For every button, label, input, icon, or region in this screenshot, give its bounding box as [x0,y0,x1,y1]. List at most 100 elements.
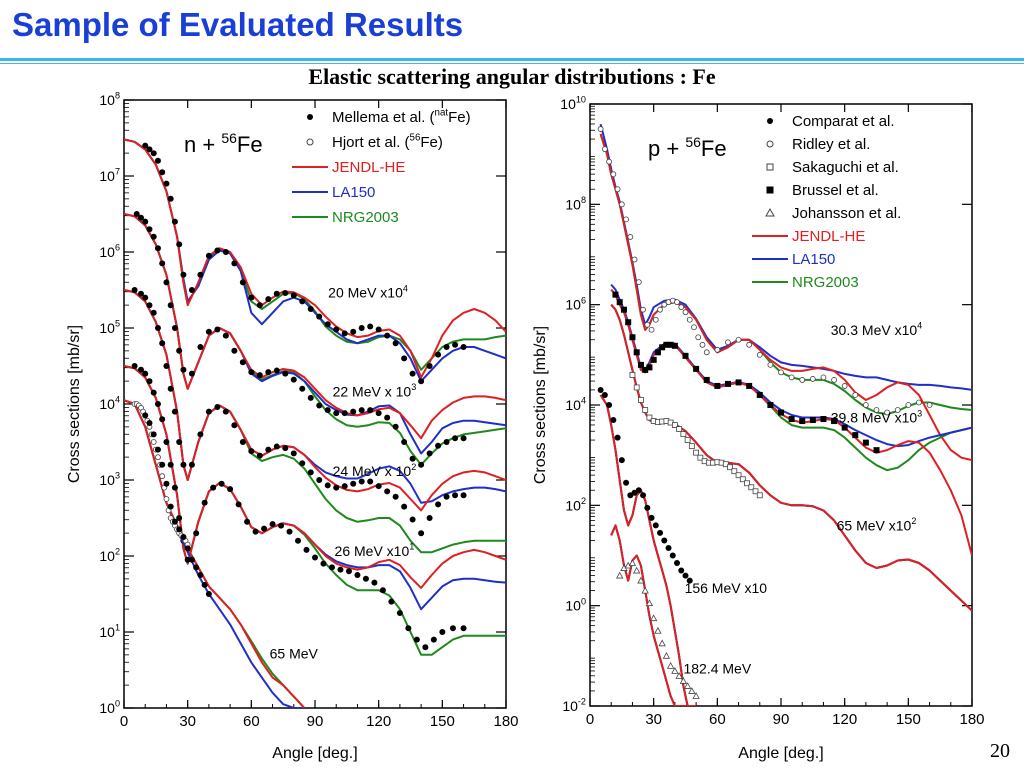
data-point-filled [180,366,187,373]
data-point-filled [341,483,348,490]
data-point-filled [273,367,280,374]
y-tick-label: 104 [99,395,120,412]
data-point-filled [171,408,178,415]
data-point-filled [418,461,425,468]
data-point-filled [756,391,763,398]
x-tick-label: 0 [586,711,594,728]
data-point-filled [341,330,348,337]
data-point-filled [197,271,204,278]
data-point-filled [665,544,672,551]
legend-label: Hjort et al. (56Fe) [332,132,443,151]
reaction-label: p + 56Fe [648,134,727,161]
data-point-filled [167,302,174,309]
data-point-filled [667,341,674,348]
legend-label: LA150 [332,184,375,201]
curve-label: 156 MeV x10 [685,580,768,596]
data-point-filled [623,479,630,486]
data-point-filled [358,478,365,485]
legend-marker [765,207,775,217]
data-point-filled [286,528,293,535]
legend-marker [767,118,773,124]
data-point-open [601,146,608,153]
data-point-filled [809,417,816,424]
data-point-filled [460,492,467,499]
data-point-filled [210,484,217,491]
data-point-filled [227,486,234,493]
data-point-filled [328,564,335,571]
data-point-filled [214,247,221,254]
data-point-filled [396,610,403,616]
data-point-filled [820,416,827,423]
data-point-filled [265,369,272,376]
y-tick-label: 100 [565,596,586,613]
data-point-filled [252,528,259,535]
data-point-filled [367,323,374,330]
legend-label: LA150 [792,251,835,268]
y-tick-label: 10-2 [562,697,586,714]
data-point-filled [693,365,700,372]
data-point-filled [167,385,174,392]
data-point-filled [282,290,289,297]
data-point-filled [831,418,838,425]
data-point-filled [392,340,399,347]
data-point-filled [180,534,187,540]
data-point-filled [375,410,382,417]
data-point-filled [852,432,859,439]
data-point-open [642,407,649,413]
data-point-filled [163,180,170,187]
x-axis-label: Angle [deg.] [272,745,357,762]
data-point-filled [299,460,306,467]
data-point-filled [333,410,340,417]
curve-label: 65 MeV x102 [837,516,917,533]
data-point-filled [873,447,880,454]
data-point-filled [142,218,149,225]
data-point-filled [180,461,187,468]
data-point-filled [460,625,467,632]
data-point-filled [452,492,459,499]
x-tick-label: 60 [709,711,726,728]
data-point-filled [154,157,161,164]
data-point-open [682,309,689,316]
data-point-open [841,383,848,389]
data-point-filled [137,366,144,373]
curve-nrg2003 [610,304,972,612]
data-point-open [675,672,683,679]
slide-subtitle: Elastic scattering angular distributions… [308,64,716,89]
data-point-filled [320,560,327,567]
data-point-filled [413,636,420,643]
data-point-filled [150,389,157,396]
data-point-open [744,480,750,487]
data-point-open [646,414,653,421]
data-point-open [661,301,668,308]
data-point-filled [303,546,310,553]
data-point-filled [324,482,331,489]
data-point-open [614,186,621,193]
data-point-open [820,374,827,381]
y-tick-label: 105 [99,319,120,336]
curve-la150 [124,213,506,455]
data-point-filled [625,319,632,326]
curve-label: 182.4 MeV [683,660,751,676]
data-point-filled [231,347,238,354]
data-point-filled [648,514,655,521]
x-tick-label: 60 [243,713,260,730]
data-point-open [676,426,683,432]
data-point-filled [682,572,689,579]
data-point-filled [197,572,204,578]
data-point-filled [150,431,157,438]
data-point-open [155,454,161,461]
data-point-open [640,306,646,313]
data-point-filled [261,525,268,532]
data-point-filled [452,435,459,442]
data-point-filled [746,382,753,389]
data-point-open [767,361,774,368]
data-point-filled [142,412,149,419]
data-point-filled [146,226,153,233]
data-point-open [644,321,651,328]
data-point-open [688,443,695,450]
data-point-filled [616,299,623,306]
data-point-filled [686,577,693,584]
data-point-filled [146,420,153,426]
curve-jendl-he [599,394,697,706]
data-point-open [648,326,655,333]
